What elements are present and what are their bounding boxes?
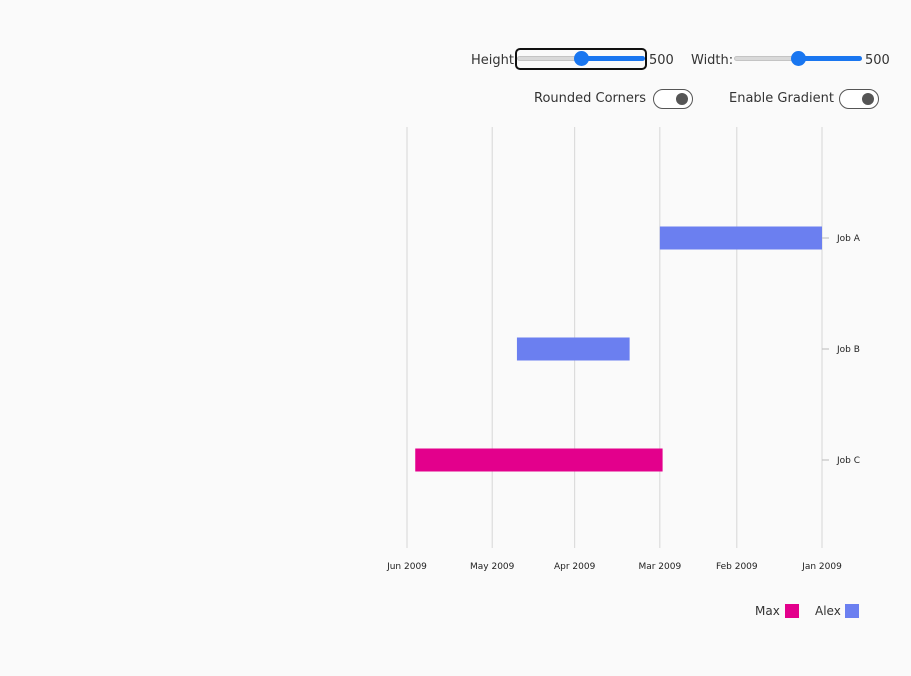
width-value: 500 (865, 53, 890, 68)
width-slider-fill (798, 56, 862, 61)
width-label: Width: (691, 53, 734, 68)
height-label: Height: (471, 53, 519, 68)
gantt-bar-alex (659, 226, 822, 250)
y-category-label: Job C (836, 456, 860, 466)
rounded-corners-toggle-knob (676, 93, 688, 105)
legend-swatch-alex[interactable] (845, 604, 859, 618)
gantt-bar-max (415, 448, 663, 472)
x-tick-label: Jan 2009 (801, 562, 842, 572)
height-slider-fill (581, 56, 645, 61)
y-category-label: Job A (836, 234, 861, 244)
x-tick-label: Feb 2009 (716, 562, 758, 572)
legend-label-alex: Alex (815, 604, 841, 618)
height-slider-thumb[interactable] (574, 51, 589, 66)
enable-gradient-label: Enable Gradient (729, 91, 834, 106)
width-slider[interactable] (734, 50, 862, 68)
x-tick-label: Mar 2009 (638, 562, 681, 572)
y-category-label: Job B (836, 345, 860, 355)
rounded-corners-label: Rounded Corners (534, 91, 647, 106)
legend-swatch-max[interactable] (785, 604, 799, 618)
height-value: 500 (649, 53, 674, 68)
width-slider-thumb[interactable] (791, 51, 806, 66)
x-tick-label: Jun 2009 (386, 562, 427, 572)
rounded-corners-toggle[interactable] (653, 89, 693, 109)
gantt-bar-alex (516, 337, 630, 361)
enable-gradient-toggle-knob (862, 93, 874, 105)
enable-gradient-toggle[interactable] (839, 89, 879, 109)
x-tick-label: Apr 2009 (554, 562, 596, 572)
legend-label-max: Max (755, 604, 780, 618)
height-slider[interactable] (515, 48, 647, 70)
x-tick-label: May 2009 (470, 562, 515, 572)
